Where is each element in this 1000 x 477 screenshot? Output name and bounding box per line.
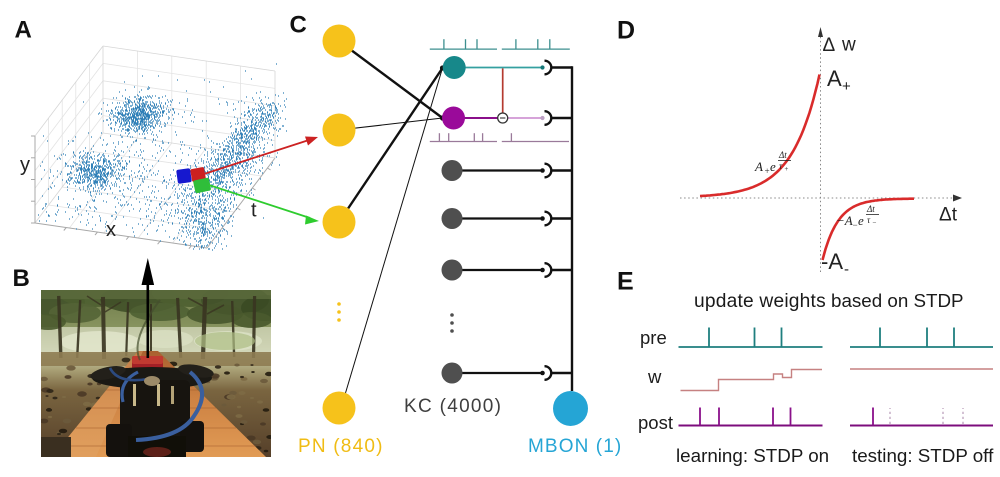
svg-text:−: − xyxy=(872,219,877,227)
svg-text:Δt: Δt xyxy=(866,204,875,214)
svg-text:e: e xyxy=(858,213,864,228)
svg-text:w: w xyxy=(647,366,662,387)
svg-text:+: + xyxy=(842,78,851,95)
svg-text:A: A xyxy=(15,17,32,44)
svg-text:t: t xyxy=(251,200,257,222)
svg-text:A: A xyxy=(754,159,763,174)
svg-text:τ: τ xyxy=(779,161,783,171)
svg-text:Δt: Δt xyxy=(778,150,787,160)
svg-text:-: - xyxy=(844,261,849,278)
svg-text:learning: STDP on: learning: STDP on xyxy=(676,445,829,466)
svg-text:post: post xyxy=(638,412,673,433)
svg-text:MBON (1): MBON (1) xyxy=(528,436,622,457)
svg-text:A: A xyxy=(827,66,842,91)
svg-text:update weights: update weights xyxy=(694,291,826,312)
svg-text:B: B xyxy=(13,265,30,292)
svg-text:x: x xyxy=(106,219,116,241)
svg-text:−: − xyxy=(852,220,858,230)
svg-text:y: y xyxy=(20,154,30,176)
svg-text:Δ: Δ xyxy=(823,35,836,56)
svg-text:+: + xyxy=(784,165,789,173)
svg-text:pre: pre xyxy=(640,327,667,348)
svg-text:τ: τ xyxy=(867,215,871,225)
svg-text:C: C xyxy=(290,12,307,39)
svg-text:w: w xyxy=(841,35,856,56)
svg-text:E: E xyxy=(617,268,634,296)
svg-text:-A: -A xyxy=(821,249,843,274)
svg-text:Δt: Δt xyxy=(939,205,958,226)
svg-text:KC (4000): KC (4000) xyxy=(404,396,502,417)
svg-text:testing: STDP off: testing: STDP off xyxy=(852,445,994,466)
svg-text:−A: −A xyxy=(836,213,853,228)
svg-text:PN (840): PN (840) xyxy=(298,436,384,457)
svg-text:D: D xyxy=(617,17,635,45)
svg-text:+: + xyxy=(764,166,770,176)
svg-text:e: e xyxy=(770,159,776,174)
svg-text:based on STDP: based on STDP xyxy=(831,290,964,311)
